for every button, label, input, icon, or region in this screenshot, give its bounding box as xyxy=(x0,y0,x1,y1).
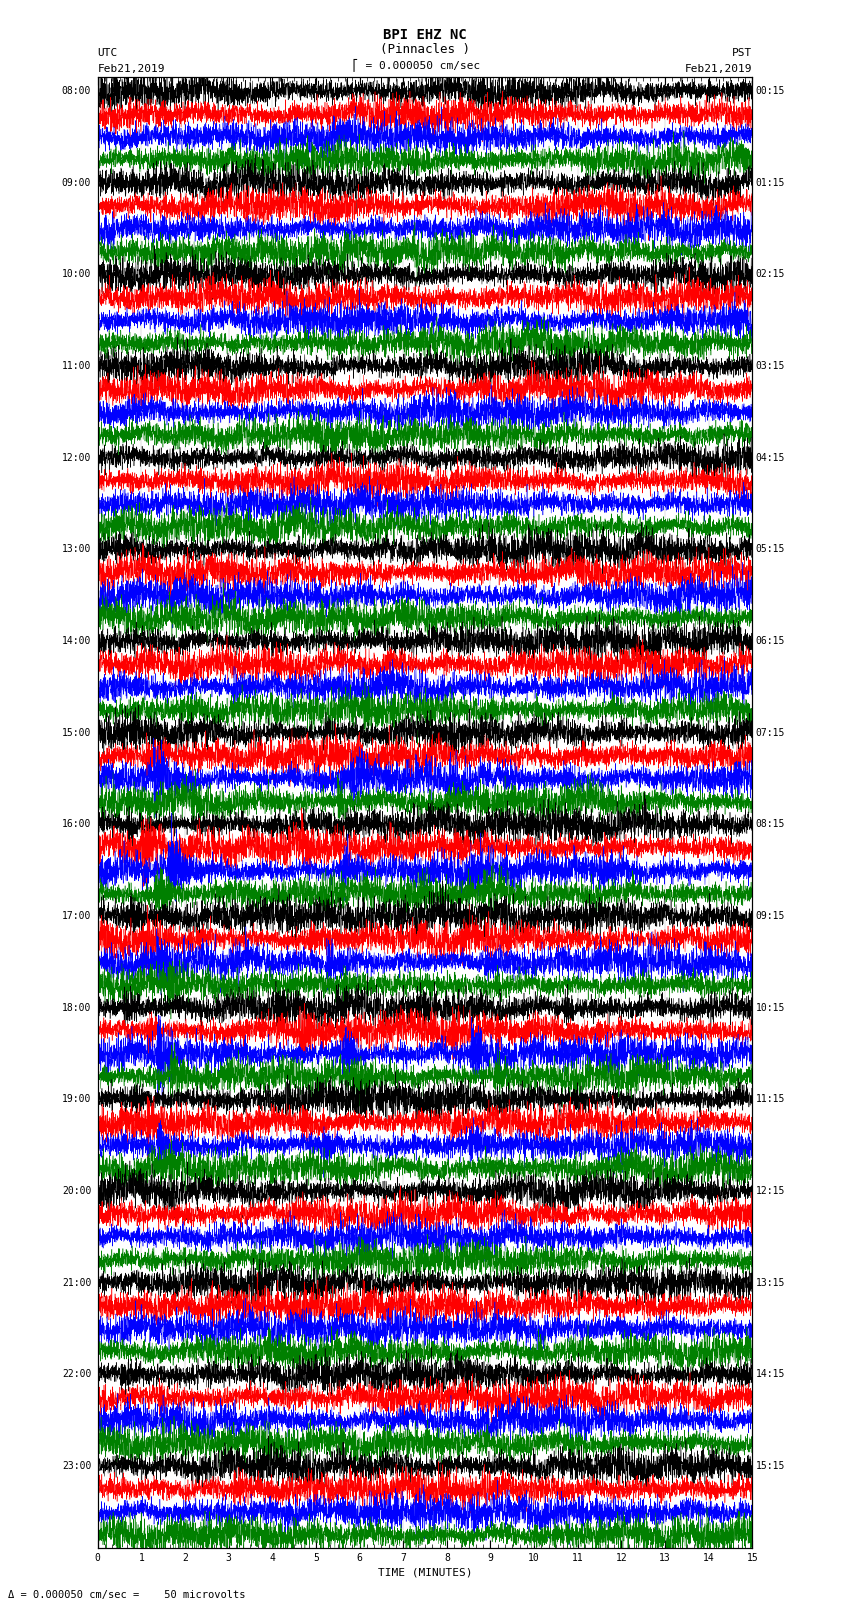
Text: 13:15: 13:15 xyxy=(756,1277,785,1287)
Text: 03:15: 03:15 xyxy=(756,361,785,371)
Text: 04:15: 04:15 xyxy=(756,453,785,463)
Text: Feb21,2019: Feb21,2019 xyxy=(685,65,752,74)
Text: 20:00: 20:00 xyxy=(62,1186,91,1195)
Text: 22:00: 22:00 xyxy=(62,1369,91,1379)
Text: 15:00: 15:00 xyxy=(62,727,91,737)
Text: 13:00: 13:00 xyxy=(62,545,91,555)
Text: 00:15: 00:15 xyxy=(756,85,785,97)
Text: UTC: UTC xyxy=(98,48,118,58)
Text: Δ = 0.000050 cm/sec =    50 microvolts: Δ = 0.000050 cm/sec = 50 microvolts xyxy=(8,1590,246,1600)
Text: 12:15: 12:15 xyxy=(756,1186,785,1195)
Text: 08:15: 08:15 xyxy=(756,819,785,829)
Text: 23:00: 23:00 xyxy=(62,1461,91,1471)
Text: 05:15: 05:15 xyxy=(756,545,785,555)
Text: 15:15: 15:15 xyxy=(756,1461,785,1471)
Text: 09:15: 09:15 xyxy=(756,911,785,921)
Text: 07:15: 07:15 xyxy=(756,727,785,737)
Text: 12:00: 12:00 xyxy=(62,453,91,463)
Text: BPI EHZ NC: BPI EHZ NC xyxy=(383,27,467,42)
Text: 10:00: 10:00 xyxy=(62,269,91,279)
Text: 10:15: 10:15 xyxy=(756,1003,785,1013)
Text: PST: PST xyxy=(732,48,752,58)
Text: 14:15: 14:15 xyxy=(756,1369,785,1379)
Text: 06:15: 06:15 xyxy=(756,636,785,647)
Text: 09:00: 09:00 xyxy=(62,177,91,187)
Text: Feb21,2019: Feb21,2019 xyxy=(98,65,165,74)
Text: 01:15: 01:15 xyxy=(756,177,785,187)
Text: ⎡ = 0.000050 cm/sec: ⎡ = 0.000050 cm/sec xyxy=(353,58,480,71)
Text: 02:15: 02:15 xyxy=(756,269,785,279)
Text: 08:00: 08:00 xyxy=(62,85,91,97)
Text: 11:00: 11:00 xyxy=(62,361,91,371)
Text: 17:00: 17:00 xyxy=(62,911,91,921)
Text: 18:00: 18:00 xyxy=(62,1003,91,1013)
Text: 11:15: 11:15 xyxy=(756,1094,785,1105)
X-axis label: TIME (MINUTES): TIME (MINUTES) xyxy=(377,1568,473,1578)
Text: 19:00: 19:00 xyxy=(62,1094,91,1105)
Text: 16:00: 16:00 xyxy=(62,819,91,829)
Text: 21:00: 21:00 xyxy=(62,1277,91,1287)
Text: (Pinnacles ): (Pinnacles ) xyxy=(380,44,470,56)
Text: 14:00: 14:00 xyxy=(62,636,91,647)
